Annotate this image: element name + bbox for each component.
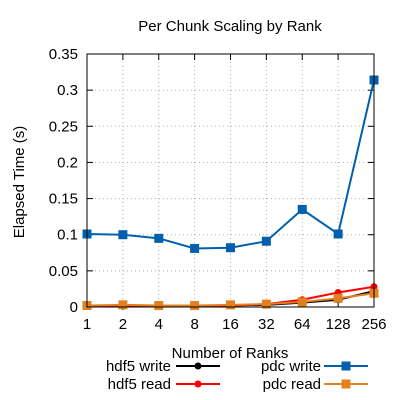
legend-label: hdf5 read	[108, 376, 171, 393]
data-point	[297, 204, 307, 214]
x-tick-label: 8	[190, 316, 198, 333]
x-tick-label: 64	[294, 316, 311, 333]
legend-label: hdf5 write	[106, 358, 171, 375]
legend-item: hdf5 read	[108, 376, 220, 393]
x-tick-label: 256	[361, 316, 386, 333]
data-point	[333, 293, 343, 303]
data-point	[261, 299, 271, 309]
data-point	[226, 243, 235, 253]
y-tick-label: 0.25	[49, 118, 78, 135]
grid	[87, 54, 374, 307]
legend-item: pdc read	[263, 376, 368, 393]
data-point	[118, 300, 128, 310]
data-point	[190, 301, 200, 311]
plot-frame	[86, 53, 375, 308]
x-axis-label: Number of Ranks	[172, 345, 289, 362]
data-point	[154, 301, 164, 311]
x-tick-label: 2	[119, 316, 127, 333]
x-tick-label: 16	[222, 316, 239, 333]
x-tick-label: 128	[326, 316, 351, 333]
y-axis-label: Elapsed Time (s)	[11, 126, 28, 239]
y-tick-label: 0.1	[57, 227, 78, 244]
chart-title: Per Chunk Scaling by Rank	[138, 18, 322, 35]
legend-label: pdc write	[261, 358, 321, 375]
data-point	[190, 243, 200, 253]
series-line	[86, 79, 375, 250]
legend-item: hdf5 write	[106, 358, 220, 375]
data-point	[261, 236, 271, 246]
y-tick-label: 0.35	[49, 46, 78, 63]
y-tick-label: 0	[70, 299, 78, 316]
x-tick-label: 32	[258, 316, 275, 333]
data-point	[154, 233, 164, 243]
y-tick-label: 0.05	[49, 263, 78, 280]
legend-marker	[194, 380, 202, 388]
legend-marker	[194, 362, 202, 370]
y-tick-label: 0.2	[57, 154, 78, 171]
data-point	[333, 229, 343, 239]
y-tick-label: 0.3	[57, 82, 78, 99]
legend-marker	[341, 379, 351, 389]
data-point	[118, 230, 128, 240]
data-point	[226, 300, 235, 310]
data-point	[297, 297, 307, 307]
legend-marker	[341, 361, 351, 371]
legend-item: pdc write	[261, 358, 368, 375]
x-tick-label: 4	[155, 316, 163, 333]
x-tick-label: 1	[83, 316, 91, 333]
y-tick-label: 0.15	[49, 191, 78, 208]
legend-label: pdc read	[263, 376, 321, 393]
